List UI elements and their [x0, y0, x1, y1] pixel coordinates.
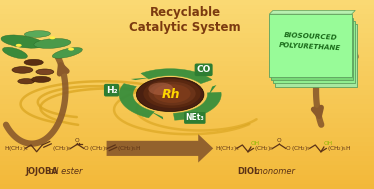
Text: O: O: [75, 138, 80, 143]
Bar: [0, 52, 374, 57]
Bar: [0, 180, 374, 184]
Bar: [0, 113, 374, 118]
Bar: [0, 128, 374, 132]
Text: BIOSOURCED: BIOSOURCED: [283, 32, 337, 40]
Ellipse shape: [31, 76, 51, 82]
Bar: [0, 38, 374, 43]
Text: (CH$_2$)$_8$: (CH$_2$)$_8$: [254, 144, 274, 153]
Ellipse shape: [24, 59, 43, 65]
Bar: [0, 146, 374, 151]
Bar: [0, 90, 374, 94]
Bar: [0, 99, 374, 104]
Polygon shape: [174, 92, 221, 120]
Polygon shape: [107, 134, 213, 163]
Ellipse shape: [52, 48, 82, 58]
Ellipse shape: [34, 39, 71, 48]
Text: (CH$_2$)$_5$H: (CH$_2$)$_5$H: [117, 144, 142, 153]
Bar: [0, 137, 374, 142]
Bar: [0, 170, 374, 175]
Circle shape: [153, 84, 191, 103]
Bar: [0, 123, 374, 128]
Bar: [0, 184, 374, 189]
Polygon shape: [269, 10, 355, 14]
Polygon shape: [141, 69, 212, 84]
Polygon shape: [119, 84, 154, 118]
Circle shape: [16, 44, 22, 47]
Text: Recyclable
Catalytic System: Recyclable Catalytic System: [129, 6, 241, 34]
Bar: [0, 109, 374, 113]
Circle shape: [148, 82, 196, 105]
Bar: [0, 14, 374, 19]
Polygon shape: [131, 77, 152, 80]
Circle shape: [49, 36, 55, 39]
Bar: [0, 33, 374, 38]
Bar: [0, 161, 374, 165]
Ellipse shape: [1, 35, 44, 48]
Bar: [0, 175, 374, 180]
Bar: [0, 9, 374, 14]
Bar: [0, 61, 374, 66]
Text: OH: OH: [324, 141, 333, 146]
Text: NEt₃: NEt₃: [186, 113, 204, 122]
FancyBboxPatch shape: [269, 14, 352, 77]
Bar: [0, 71, 374, 76]
Text: oil ester: oil ester: [46, 167, 83, 177]
Circle shape: [143, 79, 201, 108]
Ellipse shape: [3, 47, 27, 59]
Bar: [0, 85, 374, 90]
Circle shape: [137, 77, 204, 112]
Circle shape: [148, 83, 173, 95]
Bar: [0, 24, 374, 28]
FancyBboxPatch shape: [275, 24, 357, 87]
Bar: [0, 43, 374, 47]
Text: H(CH$_2$)$_5$: H(CH$_2$)$_5$: [215, 144, 240, 153]
Circle shape: [68, 48, 74, 51]
Text: POLYURETHANE: POLYURETHANE: [279, 42, 341, 51]
Text: Rh: Rh: [162, 88, 181, 101]
Bar: [0, 118, 374, 123]
Bar: [0, 104, 374, 109]
Bar: [0, 28, 374, 33]
Bar: [0, 47, 374, 52]
Bar: [0, 76, 374, 80]
Ellipse shape: [12, 67, 33, 73]
Bar: [0, 57, 374, 61]
FancyBboxPatch shape: [273, 21, 355, 83]
Bar: [0, 19, 374, 24]
Bar: [0, 80, 374, 85]
Text: monomer: monomer: [252, 167, 295, 177]
Bar: [0, 66, 374, 71]
Bar: [0, 165, 374, 170]
Text: OH: OH: [251, 141, 260, 146]
Bar: [0, 5, 374, 9]
Text: CO: CO: [196, 65, 211, 74]
Ellipse shape: [36, 69, 54, 75]
Bar: [0, 156, 374, 161]
Bar: [0, 142, 374, 146]
Bar: [0, 132, 374, 137]
Text: (CH$_2$)$_9$: (CH$_2$)$_9$: [291, 144, 311, 153]
Bar: [0, 151, 374, 156]
Ellipse shape: [24, 31, 50, 37]
Text: (CH$_2$)$_9$: (CH$_2$)$_9$: [89, 144, 109, 153]
FancyBboxPatch shape: [271, 18, 353, 80]
Text: H(CH$_2$)$_5$: H(CH$_2$)$_5$: [4, 144, 28, 153]
Text: O: O: [84, 146, 88, 151]
Text: (CH$_2$)$_5$H: (CH$_2$)$_5$H: [327, 144, 351, 153]
Text: H₂: H₂: [106, 86, 117, 95]
Polygon shape: [150, 111, 163, 119]
Text: DIOL: DIOL: [237, 167, 260, 177]
Text: O: O: [277, 138, 282, 143]
Ellipse shape: [18, 79, 34, 84]
Polygon shape: [209, 85, 217, 95]
Bar: [0, 94, 374, 99]
Text: (CH$_2$)$_8$: (CH$_2$)$_8$: [52, 144, 72, 153]
Text: JOJOBA: JOJOBA: [25, 167, 58, 177]
Text: O: O: [286, 146, 290, 151]
Bar: [0, 0, 374, 5]
